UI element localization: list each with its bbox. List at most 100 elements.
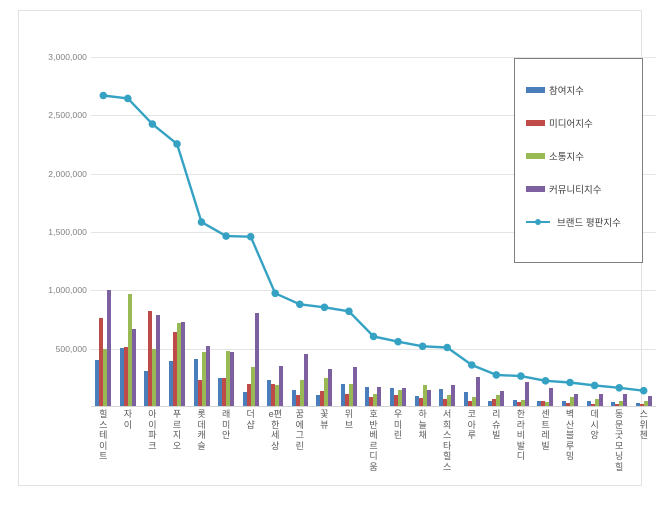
- bar-group: [582, 57, 607, 407]
- x-axis-category-label: 푸르지오: [172, 409, 182, 451]
- legend-item-label: 참여지수: [549, 85, 584, 97]
- x-axis-category-label: 서희스타힐스: [443, 409, 452, 472]
- bar: [549, 388, 554, 407]
- bar: [574, 393, 579, 407]
- x-axis-category-label: 롯데캐슬: [197, 409, 206, 451]
- bar-group: [91, 57, 116, 407]
- x-axis-category-label: 호반베르디움: [369, 409, 378, 472]
- bar-group: [435, 57, 460, 407]
- legend-item[interactable]: 소통지수: [515, 139, 642, 172]
- bar: [439, 388, 444, 407]
- bar: [180, 321, 185, 407]
- bar: [295, 394, 300, 407]
- y-axis-tick-labels: 3,000,000 2,500,000 2,000,000 1,500,000 1,00…: [19, 52, 87, 407]
- bar: [271, 383, 276, 407]
- bar: [365, 387, 370, 407]
- x-axis-category-labels: 힐스테이트 자이 아이파크 푸르지오 롯데캐슬 래미안 더샵 e편한세상 꿈에그린 꽃뷰 위브 호반베…: [91, 409, 656, 505]
- bar: [373, 393, 378, 407]
- legend-line-marker-icon: [526, 218, 550, 226]
- bar: [451, 385, 456, 407]
- bar-group: [361, 57, 386, 407]
- bar: [512, 400, 517, 407]
- bar: [303, 353, 308, 407]
- bar: [598, 393, 603, 407]
- bar: [615, 403, 620, 407]
- bar-group: [263, 57, 288, 407]
- legend-item-label: 커뮤니티지수: [549, 184, 602, 196]
- bar: [230, 351, 235, 407]
- bar: [340, 384, 345, 407]
- legend-item-label: 소통지수: [549, 151, 584, 163]
- bar: [197, 380, 202, 407]
- bar-group: [116, 57, 141, 407]
- bar-group: [509, 57, 534, 407]
- bar-group: [607, 57, 632, 407]
- bar-group: [312, 57, 337, 407]
- bar: [320, 390, 325, 407]
- bar: [500, 391, 505, 407]
- bar: [635, 402, 640, 407]
- bar: [623, 394, 628, 407]
- bar: [545, 402, 550, 407]
- bar-group: [337, 57, 362, 407]
- bar-group: [165, 57, 190, 407]
- bar: [488, 401, 493, 407]
- legend-color-swatch: [526, 185, 545, 192]
- bar: [275, 384, 280, 407]
- x-axis-category-label: 벽산블루밍: [565, 409, 575, 461]
- y-axis-tick-label: 500,000: [55, 343, 87, 354]
- bar: [316, 395, 321, 407]
- x-axis-category-label: 꽃뷰: [320, 409, 329, 430]
- bar: [492, 399, 497, 407]
- legend-color-swatch: [526, 119, 545, 126]
- x-axis-category-label: 센트레빌: [541, 409, 550, 451]
- bar: [611, 402, 616, 407]
- y-axis-tick-label: 2,000,000: [48, 168, 87, 179]
- bar: [537, 400, 542, 407]
- bar: [570, 397, 575, 407]
- legend-item[interactable]: 브랜드 평판지수: [515, 205, 642, 238]
- legend-item[interactable]: 참여지수: [515, 73, 642, 106]
- bar: [222, 378, 227, 407]
- bar: [418, 397, 423, 407]
- bar: [267, 380, 272, 407]
- y-axis-tick-label: 3,000,000: [48, 52, 87, 62]
- bar-group: [484, 57, 509, 407]
- bar-group: [459, 57, 484, 407]
- x-axis-category-label: 위브: [344, 409, 354, 430]
- gridline: [91, 57, 656, 58]
- bar: [291, 389, 296, 407]
- bar: [242, 391, 247, 407]
- x-axis-category-label: 리슈빌: [492, 409, 501, 440]
- bar: [205, 346, 210, 407]
- bar: [131, 329, 136, 407]
- y-axis-tick-label: 2,500,000: [48, 110, 87, 121]
- bar: [398, 390, 403, 407]
- bar-group: [558, 57, 583, 407]
- bar: [156, 314, 161, 407]
- bar: [279, 365, 284, 407]
- bar-group: [631, 57, 656, 407]
- bar: [594, 399, 599, 407]
- bar: [369, 397, 374, 407]
- legend-item[interactable]: 미디어지수: [515, 106, 642, 139]
- legend-item-label: 미디어지수: [549, 118, 593, 130]
- x-axis-category-label: 하늘채: [418, 409, 427, 440]
- bar: [643, 400, 648, 407]
- bar: [647, 395, 652, 407]
- x-axis-category-label: 동문굿모닝힐: [615, 409, 624, 472]
- bar-group: [189, 57, 214, 407]
- bar: [324, 378, 329, 407]
- x-axis-category-label: 자이: [123, 409, 132, 430]
- y-axis-tick-label: 1,000,000: [48, 285, 87, 296]
- bar: [328, 369, 333, 407]
- bar: [586, 401, 591, 407]
- legend-item[interactable]: 커뮤니티지수: [515, 172, 642, 205]
- bar: [639, 404, 644, 407]
- bar-group: [238, 57, 263, 407]
- bar: [352, 367, 357, 407]
- bar: [299, 380, 304, 407]
- x-axis-category-label: 꿈에그린: [295, 409, 304, 451]
- bar: [496, 395, 501, 407]
